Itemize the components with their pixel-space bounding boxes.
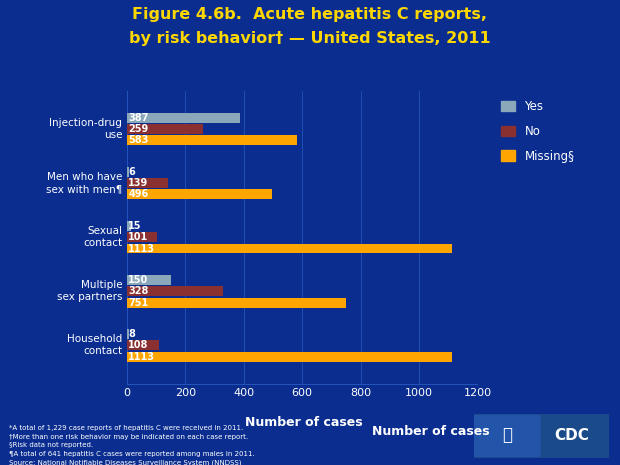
Text: 1113: 1113 — [128, 244, 155, 253]
Bar — [127, 286, 223, 296]
Bar — [127, 244, 452, 253]
Text: 108: 108 — [128, 340, 149, 350]
Bar — [127, 329, 130, 339]
Text: *A total of 1,229 case reports of hepatitis C were received in 2011.
†More than : *A total of 1,229 case reports of hepati… — [9, 425, 255, 465]
Bar — [127, 189, 272, 199]
Bar — [127, 124, 203, 134]
Text: Number of cases: Number of cases — [372, 425, 490, 438]
Text: Number of cases: Number of cases — [245, 416, 363, 429]
Bar — [127, 113, 240, 123]
FancyBboxPatch shape — [464, 410, 620, 462]
Text: 6: 6 — [128, 167, 135, 177]
Text: 496: 496 — [128, 189, 149, 199]
Text: 328: 328 — [128, 286, 149, 296]
Text: 751: 751 — [128, 298, 149, 307]
Bar — [127, 298, 347, 307]
Text: 150: 150 — [128, 275, 149, 285]
Bar — [127, 221, 131, 231]
Text: 387: 387 — [128, 113, 149, 123]
Bar — [127, 167, 129, 177]
Text: 259: 259 — [128, 124, 149, 134]
Text: 139: 139 — [128, 178, 149, 188]
Text: 8: 8 — [128, 329, 135, 339]
Text: Figure 4.6b.  Acute hepatitis C reports,: Figure 4.6b. Acute hepatitis C reports, — [133, 7, 487, 22]
Bar — [127, 275, 171, 285]
Text: 101: 101 — [128, 232, 149, 242]
Bar — [127, 340, 159, 350]
Bar — [127, 135, 297, 146]
Text: ⭐: ⭐ — [502, 426, 512, 444]
Legend: Yes, No, Missing§: Yes, No, Missing§ — [497, 97, 578, 166]
Text: CDC: CDC — [554, 428, 589, 444]
Text: by risk behavior† — United States, 2011: by risk behavior† — United States, 2011 — [129, 31, 491, 46]
Bar — [127, 232, 157, 242]
Text: 15: 15 — [128, 221, 142, 231]
Text: 1113: 1113 — [128, 352, 155, 362]
FancyBboxPatch shape — [473, 415, 541, 457]
Text: 583: 583 — [128, 135, 149, 146]
Bar — [127, 352, 452, 362]
Bar — [127, 178, 167, 188]
